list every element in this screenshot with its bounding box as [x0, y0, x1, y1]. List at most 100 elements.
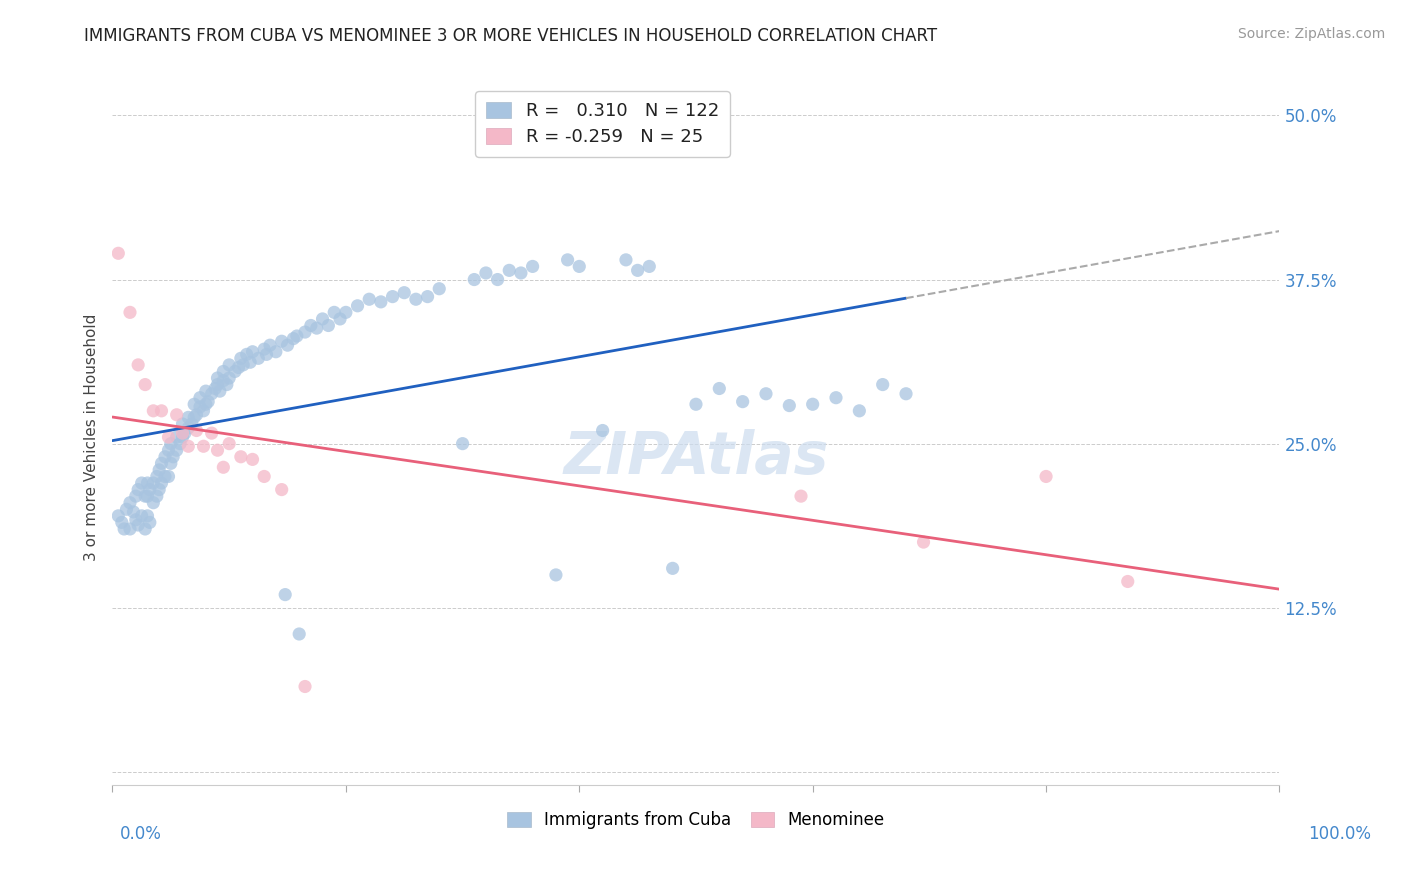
Point — [294, 680, 316, 694]
Point — [239, 355, 262, 369]
Point — [134, 522, 156, 536]
Point — [264, 344, 287, 359]
Point — [118, 522, 141, 536]
Point — [235, 347, 257, 361]
Point — [212, 374, 235, 388]
Point — [150, 404, 173, 418]
Point — [253, 469, 276, 483]
Point — [228, 360, 250, 375]
Point — [157, 430, 180, 444]
Point — [188, 400, 211, 414]
Point — [157, 469, 180, 483]
Point — [346, 299, 368, 313]
Point — [142, 476, 165, 491]
Point — [247, 351, 270, 366]
Point — [509, 266, 531, 280]
Point — [169, 436, 191, 450]
Point — [242, 344, 264, 359]
Point — [270, 334, 292, 349]
Point — [1035, 469, 1057, 483]
Text: IMMIGRANTS FROM CUBA VS MENOMINEE 3 OR MORE VEHICLES IN HOUSEHOLD CORRELATION CH: IMMIGRANTS FROM CUBA VS MENOMINEE 3 OR M… — [84, 27, 938, 45]
Point — [288, 627, 311, 641]
Point — [1116, 574, 1139, 589]
Point — [115, 502, 138, 516]
Point — [912, 535, 935, 549]
Point — [166, 430, 188, 444]
Point — [872, 377, 894, 392]
Point — [318, 318, 340, 333]
Point — [276, 338, 298, 352]
Point — [208, 384, 231, 398]
Point — [166, 408, 188, 422]
Point — [193, 439, 215, 453]
Point — [627, 263, 650, 277]
Point — [107, 246, 129, 260]
Point — [162, 450, 184, 464]
Point — [207, 443, 229, 458]
Point — [125, 513, 148, 527]
Point — [142, 496, 165, 510]
Point — [270, 483, 292, 497]
Point — [299, 318, 322, 333]
Point — [283, 332, 305, 346]
Point — [172, 417, 194, 431]
Point — [614, 252, 637, 267]
Text: Source: ZipAtlas.com: Source: ZipAtlas.com — [1237, 27, 1385, 41]
Point — [177, 421, 200, 435]
Point — [177, 439, 200, 453]
Point — [136, 508, 159, 523]
Point — [139, 483, 162, 497]
Point — [166, 443, 188, 458]
Point — [197, 394, 219, 409]
Point — [311, 312, 333, 326]
Y-axis label: 3 or more Vehicles in Household: 3 or more Vehicles in Household — [84, 313, 100, 561]
Point — [323, 305, 346, 319]
Point — [150, 456, 173, 470]
Point — [207, 377, 229, 392]
Point — [329, 312, 352, 326]
Point — [685, 397, 707, 411]
Point — [215, 377, 238, 392]
Point — [136, 476, 159, 491]
Point — [146, 489, 169, 503]
Point — [134, 377, 156, 392]
Point — [801, 397, 824, 411]
Point — [131, 476, 153, 491]
Point — [194, 397, 217, 411]
Point — [118, 305, 141, 319]
Point — [370, 294, 392, 309]
Point — [544, 568, 567, 582]
Point — [172, 430, 194, 444]
Point — [568, 260, 591, 274]
Point — [177, 410, 200, 425]
Point — [148, 483, 170, 497]
Point — [253, 342, 276, 356]
Point — [335, 305, 357, 319]
Point — [207, 371, 229, 385]
Point — [111, 516, 134, 530]
Point — [486, 272, 509, 286]
Text: 0.0%: 0.0% — [120, 825, 162, 843]
Point — [148, 463, 170, 477]
Point — [150, 476, 173, 491]
Point — [180, 417, 202, 431]
Point — [193, 404, 215, 418]
Point — [755, 386, 778, 401]
Point — [224, 364, 246, 378]
Point — [160, 456, 183, 470]
Point — [218, 358, 240, 372]
Point — [557, 252, 579, 267]
Point — [592, 424, 614, 438]
Point — [451, 436, 474, 450]
Point — [212, 364, 235, 378]
Point — [112, 522, 135, 536]
Point — [274, 588, 297, 602]
Point — [136, 489, 159, 503]
Point — [201, 426, 224, 441]
Point — [183, 397, 205, 411]
Point — [127, 483, 149, 497]
Point — [172, 426, 194, 441]
Point — [394, 285, 416, 300]
Point — [160, 436, 183, 450]
Point — [778, 399, 800, 413]
